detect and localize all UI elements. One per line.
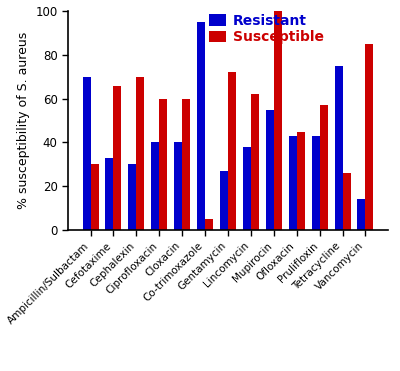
Bar [128, 164, 136, 230]
Y-axis label: % susceptibility of S. aureus: % susceptibility of S. aureus [17, 32, 30, 209]
Bar [220, 171, 228, 230]
Bar [289, 136, 297, 230]
Bar [334, 66, 342, 230]
Bar [358, 199, 366, 230]
Bar [174, 142, 182, 230]
Bar [197, 22, 205, 230]
Bar [274, 11, 282, 230]
Bar [366, 44, 374, 230]
Bar [182, 99, 190, 230]
Bar [297, 131, 305, 230]
Legend: Resistant, Susceptible: Resistant, Susceptible [209, 14, 324, 45]
Bar [114, 86, 122, 230]
Bar [228, 72, 236, 230]
Bar [205, 219, 213, 230]
Bar [106, 158, 114, 230]
Bar [90, 164, 98, 230]
Bar [320, 105, 328, 230]
Bar [159, 99, 167, 230]
Bar [266, 109, 274, 230]
Bar [312, 136, 320, 230]
Bar [151, 142, 159, 230]
Bar [82, 77, 90, 230]
Bar [243, 147, 251, 230]
Bar [251, 94, 259, 230]
Bar [136, 77, 144, 230]
Bar [342, 173, 350, 230]
